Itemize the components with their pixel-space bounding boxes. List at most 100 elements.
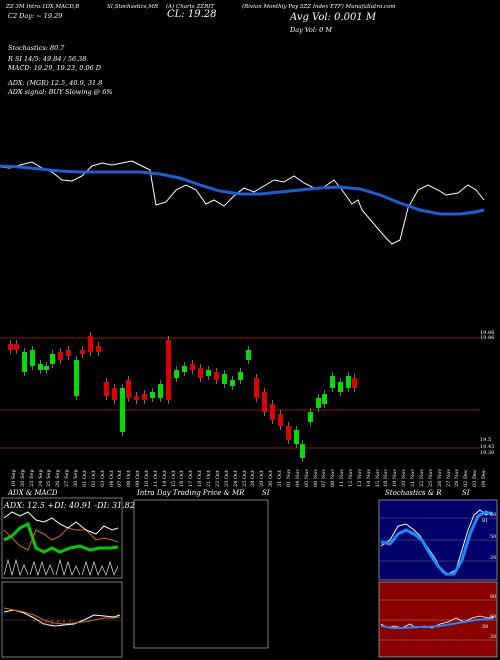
candle-body <box>182 366 187 372</box>
date-label: 26 Nov <box>436 468 443 487</box>
date-label: 09 Oct <box>135 470 142 487</box>
date-label: 22 Nov <box>418 468 425 487</box>
date-label: 04 Dec <box>481 469 487 487</box>
date-label: 14 Oct <box>161 470 168 487</box>
candle-body <box>300 444 305 458</box>
macd-value: MACD: 19.29, 19.23, 0.06 D <box>8 64 102 72</box>
date-label: 27 Sep <box>64 469 71 487</box>
date-label: 18 Nov <box>383 468 390 487</box>
candle-body <box>206 370 211 376</box>
day-range: C2 Day: ~ 19.29 <box>8 12 63 20</box>
stoch-level-80: 80 <box>490 512 497 518</box>
date-label: 25 Oct <box>241 470 248 487</box>
candle-body <box>330 376 335 388</box>
candle-body <box>50 354 55 364</box>
candle-body <box>308 412 313 422</box>
candle-body <box>246 350 251 360</box>
date-label: 30 Oct <box>268 470 275 487</box>
date-label: 08 Oct <box>126 470 133 487</box>
date-label: 23 Sep <box>28 469 35 487</box>
price-axis-top-1: 19.88 <box>480 330 495 336</box>
candle-body <box>190 364 195 370</box>
si-current-value: 50 <box>482 624 489 630</box>
candle-body <box>142 394 147 400</box>
date-label: 02 Dec <box>463 469 470 487</box>
date-label: 02 Oct <box>90 470 97 487</box>
date-label: 03 Dec <box>472 469 479 487</box>
date-label: 16 Oct <box>179 470 186 487</box>
candle-body <box>270 404 275 420</box>
candle-body <box>58 352 63 360</box>
intra-panel-title: Intra Day Trading Price & MR <box>137 489 245 497</box>
candle-body <box>174 370 179 378</box>
price-axis-bottom-2: 19.43 <box>480 444 495 450</box>
date-label: 06 Nov <box>312 468 319 487</box>
candle-body <box>88 336 93 352</box>
adx-value: ADX: (MGR) 12.5, 40.9, 31.8 <box>8 79 103 87</box>
candle-body <box>238 372 243 380</box>
date-label: 23 Oct <box>223 470 230 487</box>
header-title-4: (Rivian Monthly Pay 5ZZ Index ETF) Munaf… <box>242 4 396 10</box>
date-label: 01 Oct <box>81 470 88 487</box>
stoch-panel-si: SI <box>462 489 470 497</box>
avg-volume: Avg Vol: 0.001 M <box>290 12 377 23</box>
date-label: 03 Oct <box>99 470 106 487</box>
candle-body <box>352 378 357 388</box>
candle-body <box>22 352 27 372</box>
date-label: 29 Oct <box>259 470 266 487</box>
header-title-2: SI,Stochastics,MR <box>107 4 159 10</box>
candle-body <box>120 388 125 432</box>
si-level-20: 20 <box>490 634 497 640</box>
candle-body <box>134 396 139 400</box>
candle-body <box>150 392 155 398</box>
price-axis-top-2: 19.86 <box>480 335 495 341</box>
candle-body <box>230 380 235 386</box>
date-label: 26 Sep <box>55 469 62 487</box>
candle-body <box>278 414 283 426</box>
candle-body <box>112 388 117 400</box>
candle-body <box>96 346 101 352</box>
close-price: CL: 19.28 <box>167 9 217 20</box>
adx-signal: ADX signal: BUY Slowing @ 6% <box>8 88 113 96</box>
candle-body <box>322 394 327 404</box>
candle-body <box>198 368 203 378</box>
candle-body <box>316 398 321 408</box>
si-level-50: 50 <box>490 614 497 620</box>
date-label: 07 Nov <box>321 468 328 487</box>
stoch-level-50: 50 <box>490 534 497 540</box>
date-label: 31 Oct <box>277 470 284 487</box>
date-label: 21 Nov <box>410 468 417 487</box>
date-label: 22 Oct <box>214 470 221 487</box>
date-label: 19 Sep <box>11 469 17 487</box>
date-label: 21 Oct <box>206 470 213 487</box>
candle-body <box>126 380 131 398</box>
date-label: 24 Oct <box>232 470 239 487</box>
price-line <box>0 160 485 245</box>
date-label: 25 Sep <box>46 469 53 487</box>
date-label: 11 Oct <box>152 470 159 487</box>
date-label: 01 Nov <box>285 468 292 487</box>
date-label: 05 Nov <box>303 468 310 487</box>
date-label: 15 Oct <box>170 470 177 487</box>
date-label: 08 Nov <box>330 468 337 487</box>
candle-body <box>38 364 43 370</box>
candle-body <box>66 350 71 356</box>
date-label: 04 Nov <box>294 468 301 487</box>
candle-body <box>222 374 227 384</box>
date-label: 13 Nov <box>356 468 363 487</box>
stochastics-value: Stochastics: 80.7 <box>8 44 65 52</box>
candle-body <box>80 350 85 354</box>
header-title-1: ZZ 3M Intra:1DX,MACD,B <box>6 4 80 10</box>
candle-body <box>158 384 163 398</box>
candle-body <box>346 376 351 388</box>
candle-body <box>262 392 267 412</box>
candle-body <box>8 344 13 350</box>
date-label: 20 Nov <box>401 468 408 487</box>
candle-body <box>166 340 171 400</box>
date-label: 19 Nov <box>392 468 399 487</box>
date-label: 18 Oct <box>197 470 204 487</box>
date-label: 17 Oct <box>188 470 195 487</box>
adx-panel-values: ADX: 12.5 +DI: 40.91 -DI: 31.82 <box>4 501 135 510</box>
day-volume: Day Vol: 0 M <box>290 26 333 34</box>
date-label: 28 Oct <box>250 470 257 487</box>
